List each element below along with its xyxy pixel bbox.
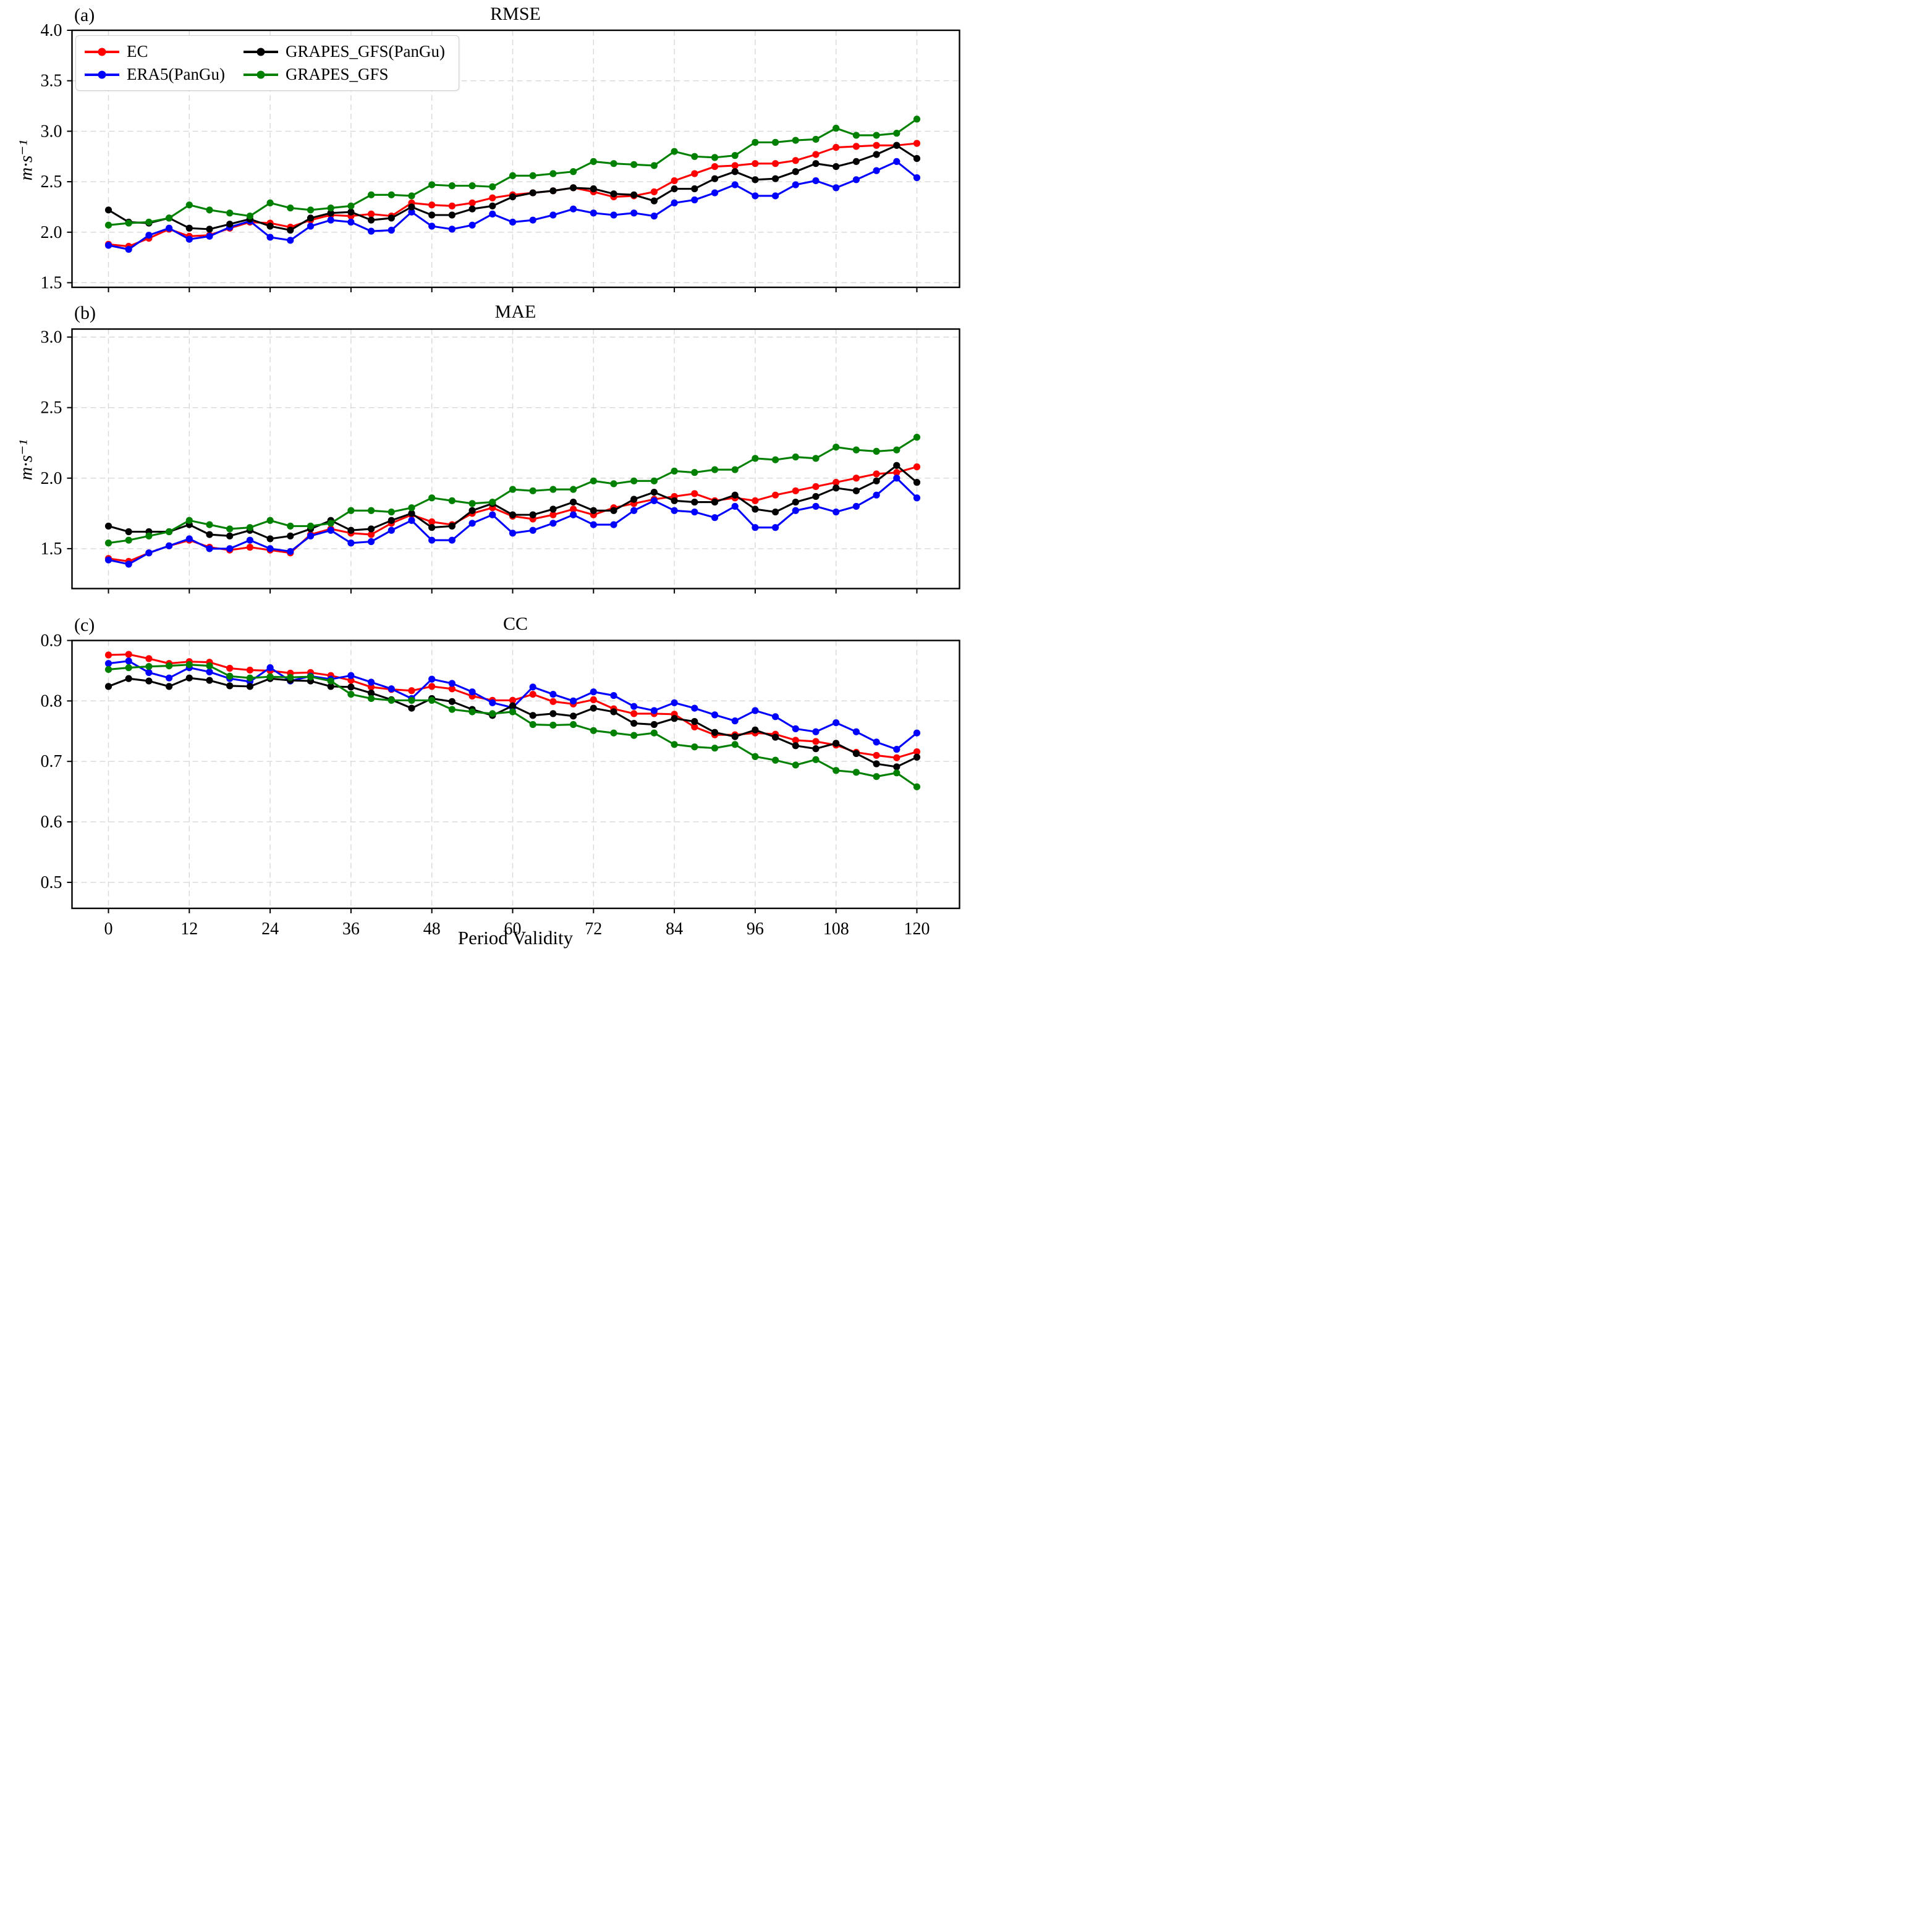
legend-item-era5-pangu: ERA5(PanGu) (85, 65, 225, 84)
panel-letter-a: (a) (74, 5, 95, 25)
svg-text:12: 12 (180, 919, 198, 939)
svg-text:2.0: 2.0 (41, 223, 62, 242)
legend-line-grapes-gfs-icon (243, 70, 278, 78)
svg-text:1.5: 1.5 (41, 539, 62, 559)
panel-title-rmse: RMSE (490, 4, 541, 24)
svg-text:60: 60 (504, 919, 522, 939)
svg-text:3.5: 3.5 (41, 72, 62, 91)
legend-item-ec: EC (85, 42, 225, 61)
svg-text:2.5: 2.5 (41, 399, 62, 418)
svg-text:48: 48 (423, 919, 441, 939)
svg-text:3.0: 3.0 (41, 328, 62, 347)
legend-item-grapes-gfs-pangu: GRAPES_GFS(PanGu) (243, 42, 446, 61)
svg-text:0: 0 (104, 919, 113, 939)
chart-svg: 1.5 2.0 2.5 3.0 3.5 4.0 1.5 2.0 2.5 3.0 0.5 0.6 0.7 0… (41, 21, 960, 939)
svg-text:0.9: 0.9 (41, 632, 62, 651)
y-axis-label-a: m·s⁻¹ (15, 140, 36, 181)
svg-text:24: 24 (261, 919, 279, 939)
svg-text:84: 84 (666, 919, 683, 939)
svg-text:0.5: 0.5 (41, 873, 62, 892)
svg-text:2.0: 2.0 (41, 469, 62, 488)
legend-label-era5-pangu: ERA5(PanGu) (127, 65, 225, 83)
svg-text:3.0: 3.0 (41, 122, 62, 141)
svg-text:1.5: 1.5 (41, 273, 62, 292)
svg-text:0.8: 0.8 (41, 691, 62, 711)
legend: EC GRAPES_GFS(PanGu) ERA5(PanGu) GRAPES_… (75, 35, 460, 91)
panel-title-mae: MAE (494, 302, 536, 322)
legend-label-grapes-gfs-pangu: GRAPES_GFS(PanGu) (285, 42, 446, 61)
svg-text:96: 96 (747, 919, 764, 939)
svg-text:4.0: 4.0 (41, 21, 62, 40)
legend-line-era5-pangu-icon (85, 70, 119, 78)
svg-text:2.5: 2.5 (41, 172, 62, 192)
y-axis-label-b: m·s⁻¹ (15, 439, 36, 481)
svg-text:120: 120 (904, 919, 930, 939)
x-axis-label: Period Validity (457, 927, 574, 949)
svg-text:0.7: 0.7 (41, 752, 62, 771)
panel-letter-c: (c) (74, 615, 95, 635)
svg-text:0.6: 0.6 (41, 813, 62, 832)
legend-line-grapes-gfs-pangu-icon (243, 48, 278, 56)
legend-label-ec: EC (127, 42, 148, 61)
legend-item-grapes-gfs: GRAPES_GFS (243, 65, 445, 84)
legend-label-grapes-gfs: GRAPES_GFS (285, 65, 389, 83)
svg-text:36: 36 (342, 919, 360, 939)
legend-line-ec-icon (85, 48, 119, 56)
panel-letter-b: (b) (74, 303, 96, 323)
svg-text:72: 72 (585, 919, 602, 939)
figure: 1.5 2.0 2.5 3.0 3.5 4.0 1.5 2.0 2.5 3.0 0.5 0.6 0.7 0… (0, 0, 966, 955)
svg-text:108: 108 (823, 919, 849, 939)
panel-title-cc: CC (502, 614, 528, 634)
